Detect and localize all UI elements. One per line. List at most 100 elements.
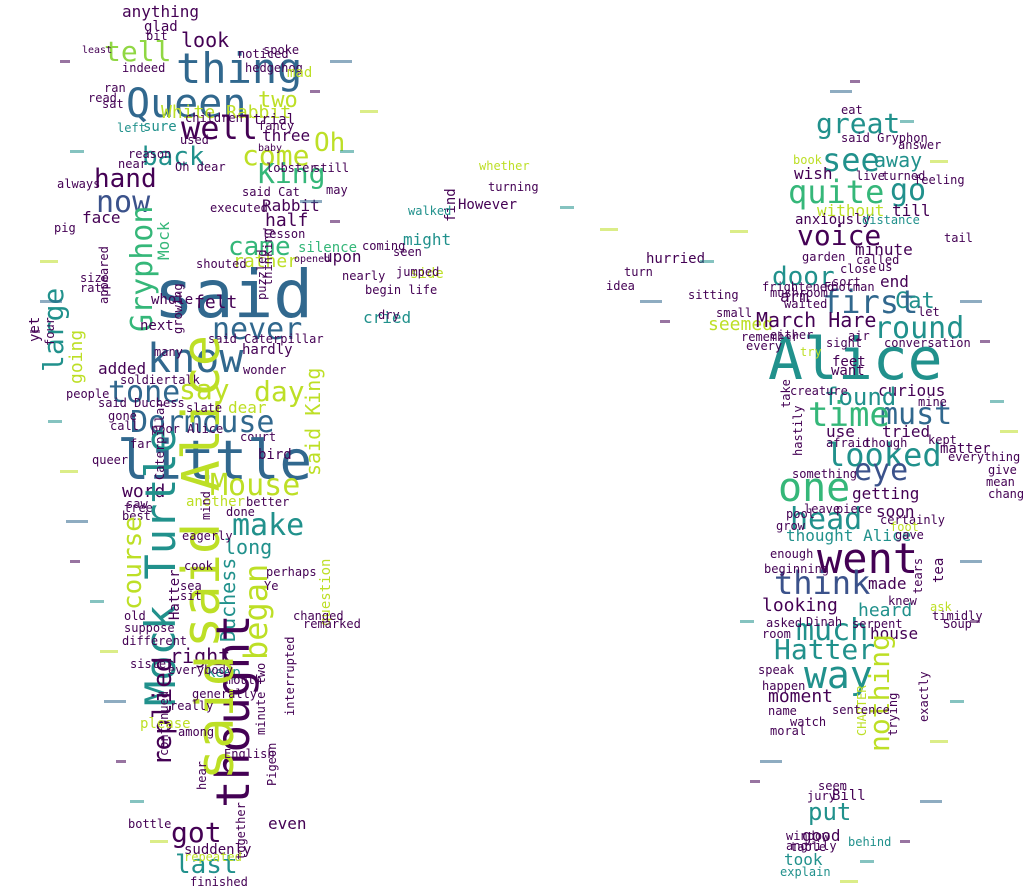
filler-word-mark [930,160,948,163]
cloud-word: please [140,716,191,732]
cloud-word: finished [190,875,248,889]
cloud-word: half [265,210,309,231]
cloud-word: waited [784,297,828,311]
cloud-word: keep [207,665,241,681]
cloud-word: tone [108,375,181,410]
cloud-word: time [808,395,890,435]
cloud-word: every [746,339,783,353]
cloud-word: left [117,121,146,135]
cloud-word: think [774,564,871,602]
cloud-word: shouted [196,257,247,271]
cloud-word: moral [770,724,807,738]
cloud-word: whole [151,292,194,308]
cloud-word: live [856,169,885,183]
filler-word-mark [60,470,78,473]
filler-word-mark [760,760,782,763]
cloud-word: hardly [242,342,293,358]
cloud-word: sentence [832,703,890,717]
filler-word-mark [750,780,760,783]
cloud-word: people [66,387,110,401]
cloud-word: spoke [263,43,300,57]
cloud-word: everybody [168,663,234,677]
cloud-word: King [258,157,326,190]
cloud-word: round [874,311,965,346]
cloud-word: looked [826,436,942,474]
filler-word-mark [740,620,754,623]
filler-word-mark [860,860,874,863]
cloud-word: conversation [884,336,971,350]
cloud-word: change [988,487,1024,501]
cloud-word: knew [888,594,917,608]
cloud-word: face [82,208,121,227]
cloud-word: hastily [791,405,805,456]
cloud-word: four [43,317,57,346]
cloud-word: White Rabbit [161,102,292,123]
cloud-word: However [458,197,518,213]
cloud-word: much [796,613,869,648]
cloud-word: upon [323,247,362,266]
cloud-word: distance [862,213,920,227]
cloud-word: eat [841,103,863,117]
cloud-word: idea [606,279,635,293]
cloud-word: turned [882,169,926,183]
cloud-word: sea [180,579,202,593]
filler-word-mark [300,200,322,203]
cloud-word: thing [176,44,303,93]
cloud-word: seem [818,779,847,793]
filler-word-mark [104,700,126,703]
filler-word-mark [70,560,80,563]
cloud-word: cook [184,559,213,573]
cloud-word: side [410,266,444,282]
cloud-word: air [848,329,870,343]
filler-word-mark [66,520,88,523]
cloud-word: tears [911,557,925,594]
cloud-word: Footman [824,280,875,294]
cloud-word: eagerly [182,529,233,543]
cloud-word: dear [228,398,267,417]
cloud-word: got [171,816,222,849]
cloud-word: really [170,699,214,713]
filler-word-mark [360,110,378,113]
cloud-word: said King [301,367,325,476]
cloud-word: called [856,253,900,267]
filler-word-mark [330,220,340,223]
cloud-word: room [762,627,791,641]
cloud-word: small [716,306,753,320]
filler-word-mark [30,330,40,333]
cloud-word: bit [146,29,168,43]
cloud-word: Dormouse [130,405,275,440]
cloud-word: turn [624,265,653,279]
cloud-word: word [122,481,166,502]
filler-word-mark [600,228,618,231]
cloud-word: said [154,256,313,333]
cloud-word: sister [130,657,174,671]
cloud-word: want [831,363,865,379]
cloud-word: curious [878,381,946,400]
cloud-word: answer [898,138,942,152]
filler-word-mark [90,600,104,603]
filler-word-mark [980,340,990,343]
cloud-word: kept [928,433,957,447]
cloud-word: executed [210,201,268,215]
cloud-word: come [242,139,310,172]
cloud-word: exactly [917,671,931,722]
filler-word-mark [560,206,574,209]
cloud-word: seen [393,245,422,259]
cloud-word: mouth [226,673,263,687]
cloud-word: sort [832,275,861,289]
cloud-word: arm [780,287,809,306]
cloud-word: tea [931,557,947,583]
cloud-word: soon [876,502,915,521]
cloud-word: slate [186,401,223,415]
cloud-word: though [864,436,908,450]
cloud-word: hand [94,164,157,194]
cloud-word: sat [102,97,124,111]
cloud-word: must [880,397,953,432]
cloud-word: silence [298,240,358,256]
cloud-word: heard [858,600,913,621]
cloud-word: pig [54,221,76,235]
cloud-word: feeling [914,173,965,187]
cloud-word: size [80,271,109,285]
filler-word-mark [920,800,942,803]
cloud-word: Ye [264,579,279,593]
